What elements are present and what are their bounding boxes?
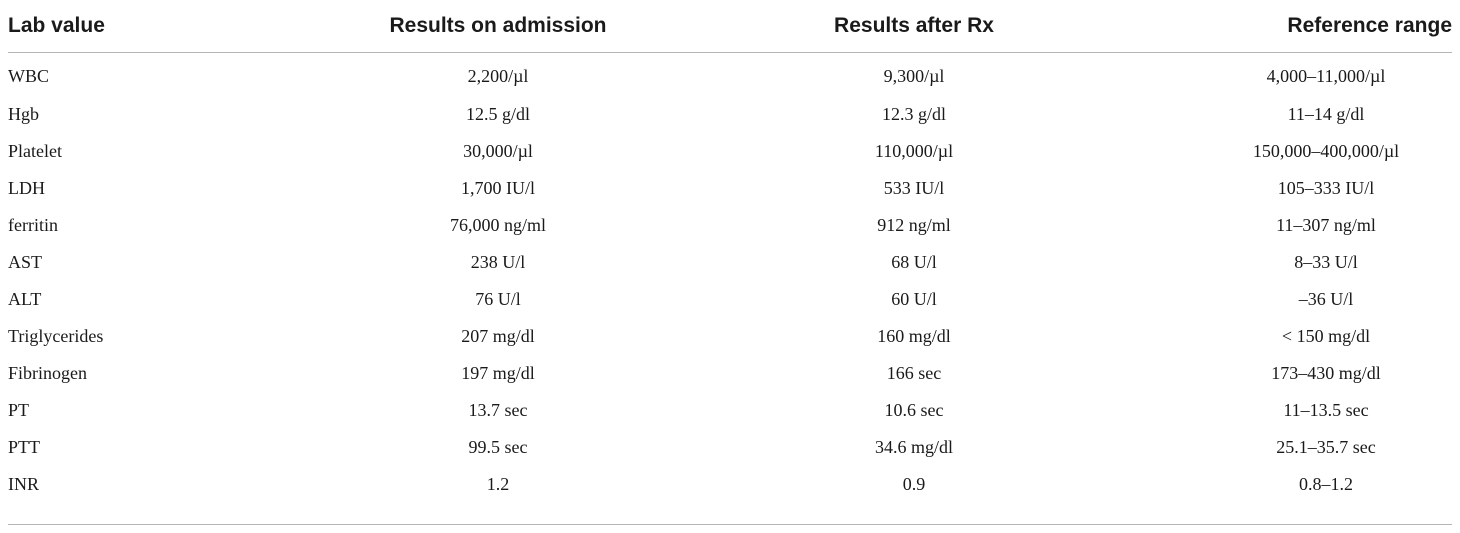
header-results-after-rx: Results after Rx xyxy=(688,0,1140,53)
table-row: PT 13.7 sec 10.6 sec 11–13.5 sec xyxy=(8,392,1452,429)
reference-range-cell: 0.8–1.2 xyxy=(1140,466,1452,503)
admission-result-cell: 2,200/µl xyxy=(467,66,529,86)
reference-range-text: 0.8–1.2 xyxy=(1299,474,1353,494)
lab-value-cell: WBC xyxy=(8,66,50,86)
table-row: Triglycerides 207 mg/dl 160 mg/dl < 150 mg/… xyxy=(8,318,1452,355)
table-row: PTT 99.5 sec 34.6 mg/dl 25.1–35.7 sec xyxy=(8,429,1452,466)
after-rx-result-cell: 12.3 g/dl xyxy=(881,104,946,124)
admission-result-cell: 76 U/l xyxy=(475,289,521,309)
reference-range-text: 173–430 mg/dl xyxy=(1271,363,1381,383)
admission-result-cell: 12.5 g/dl xyxy=(465,104,530,124)
lab-results-table-container: Lab value Results on admission Results a… xyxy=(8,0,1452,503)
table-row: Platelet 30,000/µl 110,000/µl 150,000–400,0… xyxy=(8,133,1452,170)
reference-range-cell: 25.1–35.7 sec xyxy=(1140,429,1452,466)
lab-value-cell: Hgb xyxy=(8,104,39,124)
after-rx-result-cell: 912 ng/ml xyxy=(877,215,951,235)
after-rx-result-cell: 9,300/µl xyxy=(883,66,945,86)
lab-value-cell: PTT xyxy=(8,437,41,457)
after-rx-result-cell: 68 U/l xyxy=(891,252,937,272)
reference-range-cell: 11–307 ng/ml xyxy=(1140,207,1452,244)
admission-result-cell: 238 U/l xyxy=(470,252,526,272)
admission-result-cell: 13.7 sec xyxy=(468,400,528,420)
after-rx-result-cell: 166 sec xyxy=(886,363,942,383)
reference-range-text: 150,000–400,000/µl xyxy=(1252,141,1400,161)
after-rx-result-cell: 10.6 sec xyxy=(884,400,944,420)
reference-range-text: 8–33 U/l xyxy=(1294,252,1358,272)
admission-result-cell: 197 mg/dl xyxy=(461,363,535,383)
table-row: AST 238 U/l 68 U/l 8–33 U/l xyxy=(8,244,1452,281)
reference-range-text: 105–333 IU/l xyxy=(1277,178,1375,198)
reference-range-cell: 173–430 mg/dl xyxy=(1140,355,1452,392)
lab-value-cell: LDH xyxy=(8,178,45,198)
table-row: Hgb 12.5 g/dl 12.3 g/dl 11–14 g/dl xyxy=(8,96,1452,133)
reference-range-cell: < 150 mg/dl xyxy=(1140,318,1452,355)
reference-range-text: –36 U/l xyxy=(1298,289,1354,309)
lab-value-cell: Fibrinogen xyxy=(8,363,87,383)
after-rx-result-cell: 60 U/l xyxy=(891,289,937,309)
header-row: Lab value Results on admission Results a… xyxy=(8,0,1452,53)
lab-value-cell: Platelet xyxy=(8,141,62,161)
table-row: ALT 76 U/l 60 U/l –36 U/l xyxy=(8,281,1452,318)
table-row: Fibrinogen 197 mg/dl 166 sec 173–430 mg/dl xyxy=(8,355,1452,392)
reference-range-text: 4,000–11,000/µl xyxy=(1266,66,1386,86)
after-rx-result-cell: 160 mg/dl xyxy=(877,326,951,346)
admission-result-cell: 76,000 ng/ml xyxy=(449,215,546,235)
reference-range-cell: 105–333 IU/l xyxy=(1140,170,1452,207)
reference-range-cell: 150,000–400,000/µl xyxy=(1140,133,1452,170)
header-lab-value: Lab value xyxy=(8,0,308,53)
after-rx-result-cell: 0.9 xyxy=(902,474,926,494)
table-row: INR 1.2 0.9 0.8–1.2 xyxy=(8,466,1452,503)
table-body: WBC 2,200/µl 9,300/µl 4,000–11,000/µl Hgb 12.… xyxy=(8,53,1452,504)
admission-result-cell: 207 mg/dl xyxy=(461,326,535,346)
lab-value-cell: PT xyxy=(8,400,30,420)
after-rx-result-cell: 110,000/µl xyxy=(874,141,954,161)
lab-value-cell: ALT xyxy=(8,289,42,309)
table-row: WBC 2,200/µl 9,300/µl 4,000–11,000/µl xyxy=(8,53,1452,97)
reference-range-text: < 150 mg/dl xyxy=(1281,326,1371,346)
lab-value-cell: ferritin xyxy=(8,215,58,235)
reference-range-text: 11–13.5 sec xyxy=(1283,400,1369,420)
admission-result-cell: 99.5 sec xyxy=(468,437,528,457)
table-row: ferritin 76,000 ng/ml 912 ng/ml 11–307 ng/m… xyxy=(8,207,1452,244)
table-row: LDH 1,700 IU/l 533 IU/l 105–333 IU/l xyxy=(8,170,1452,207)
lab-value-cell: AST xyxy=(8,252,43,272)
reference-range-cell: 4,000–11,000/µl xyxy=(1140,53,1452,97)
table-bottom-rule xyxy=(8,524,1452,525)
reference-range-cell: 8–33 U/l xyxy=(1140,244,1452,281)
lab-value-cell: INR xyxy=(8,474,39,494)
reference-range-cell: 11–14 g/dl xyxy=(1140,96,1452,133)
lab-results-table: Lab value Results on admission Results a… xyxy=(8,0,1452,503)
reference-range-text: 25.1–35.7 sec xyxy=(1276,437,1376,457)
reference-range-cell: –36 U/l xyxy=(1140,281,1452,318)
after-rx-result-cell: 533 IU/l xyxy=(883,178,945,198)
after-rx-result-cell: 34.6 mg/dl xyxy=(874,437,953,457)
admission-result-cell: 1,700 IU/l xyxy=(461,178,535,198)
header-results-on-admission: Results on admission xyxy=(308,0,688,53)
table-header: Lab value Results on admission Results a… xyxy=(8,0,1452,53)
reference-range-text: 11–307 ng/ml xyxy=(1276,215,1376,235)
lab-value-cell: Triglycerides xyxy=(8,326,104,346)
reference-range-cell: 11–13.5 sec xyxy=(1140,392,1452,429)
admission-result-cell: 1.2 xyxy=(486,474,510,494)
reference-range-text: 11–14 g/dl xyxy=(1287,104,1365,124)
header-reference-range: Reference range xyxy=(1140,0,1452,53)
admission-result-cell: 30,000/µl xyxy=(463,141,533,161)
